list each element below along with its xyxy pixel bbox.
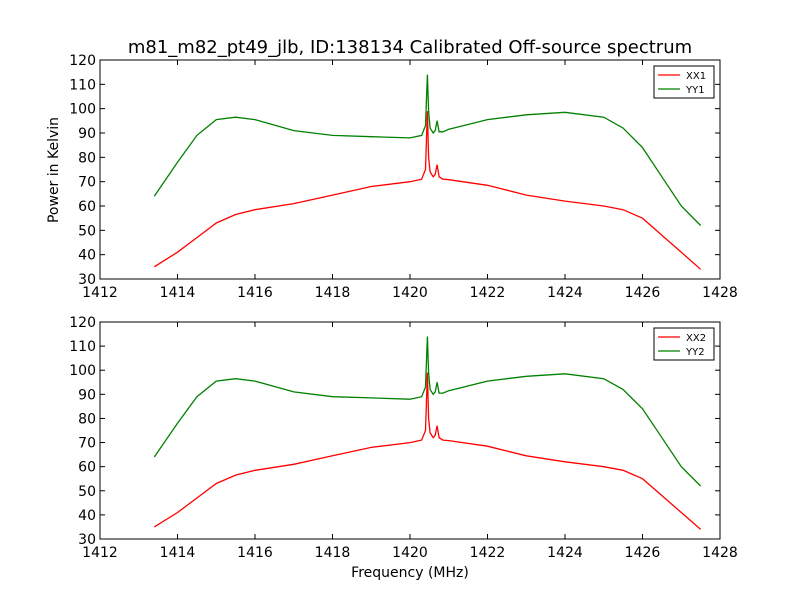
x-tick-label: 1428 xyxy=(702,545,738,561)
legend-box xyxy=(653,327,715,361)
y-tick-label: 100 xyxy=(69,102,96,118)
y-tick-label: 40 xyxy=(78,508,96,524)
y-tick-label: 70 xyxy=(78,436,96,452)
top-panel: 1412 1414 1416 1418 1420 1422 1424 1426 1428 30 40… xyxy=(69,53,738,301)
series-line-xx1 xyxy=(153,111,702,270)
legend-label: XX2 xyxy=(686,333,706,344)
y-tick-label: 30 xyxy=(78,272,96,288)
y-tick-label: 60 xyxy=(78,460,96,476)
y-tick-label: 100 xyxy=(69,363,96,379)
x-tick-label: 1412 xyxy=(82,285,118,301)
x-axis-label: Frequency (MHz) xyxy=(351,565,469,581)
x-tick-label: 1422 xyxy=(470,285,506,301)
y-tick-label: 120 xyxy=(69,53,96,69)
x-tick-label: 1428 xyxy=(702,285,738,301)
y-tick-label: 110 xyxy=(69,77,96,93)
x-tick-label: 1424 xyxy=(547,285,583,301)
legend-label: YY1 xyxy=(685,85,705,96)
y-tick-label: 60 xyxy=(78,199,96,215)
x-tick-label: 1416 xyxy=(237,545,273,561)
x-tick-label: 1426 xyxy=(625,285,661,301)
x-tick-label: 1416 xyxy=(237,285,273,301)
y-tick-label: 50 xyxy=(78,223,96,239)
series-line-xx2 xyxy=(153,372,702,530)
x-tick-label: 1420 xyxy=(392,285,428,301)
figure-title: m81_m82_pt49_jlb, ID:138134 Calibrated O… xyxy=(128,37,692,58)
series-line-yy1 xyxy=(153,74,702,226)
legend-label: XX1 xyxy=(686,71,706,82)
y-tick-label: 110 xyxy=(69,339,96,355)
x-tick-label: 1418 xyxy=(315,285,351,301)
bottom-panel: 1412 1414 1416 1418 1420 1422 1424 1426 1428 30 40… xyxy=(69,315,738,561)
y-tick-label: 40 xyxy=(78,248,96,264)
x-tick-label: 1412 xyxy=(82,545,118,561)
y-tick-label: 70 xyxy=(78,175,96,191)
y-tick-label: 30 xyxy=(78,532,96,548)
x-tick-label: 1414 xyxy=(160,285,196,301)
legend-label: YY2 xyxy=(685,347,705,358)
axes-frame xyxy=(99,59,721,280)
y-tick-label: 80 xyxy=(78,150,96,166)
x-tick-label: 1422 xyxy=(470,545,506,561)
x-tick-label: 1424 xyxy=(547,545,583,561)
x-tick-label: 1414 xyxy=(160,545,196,561)
y-axis-label: Power in Kelvin xyxy=(46,117,62,223)
y-tick-label: 120 xyxy=(69,315,96,331)
y-tick-label: 80 xyxy=(78,411,96,427)
y-tick-label: 90 xyxy=(78,126,96,142)
y-tick-label: 50 xyxy=(78,484,96,500)
y-tick-label: 90 xyxy=(78,387,96,403)
x-tick-label: 1418 xyxy=(315,545,351,561)
axes-frame xyxy=(99,321,721,540)
series-line-yy2 xyxy=(153,336,702,487)
legend-box xyxy=(653,65,715,99)
x-tick-label: 1426 xyxy=(625,545,661,561)
x-tick-label: 1420 xyxy=(392,545,428,561)
